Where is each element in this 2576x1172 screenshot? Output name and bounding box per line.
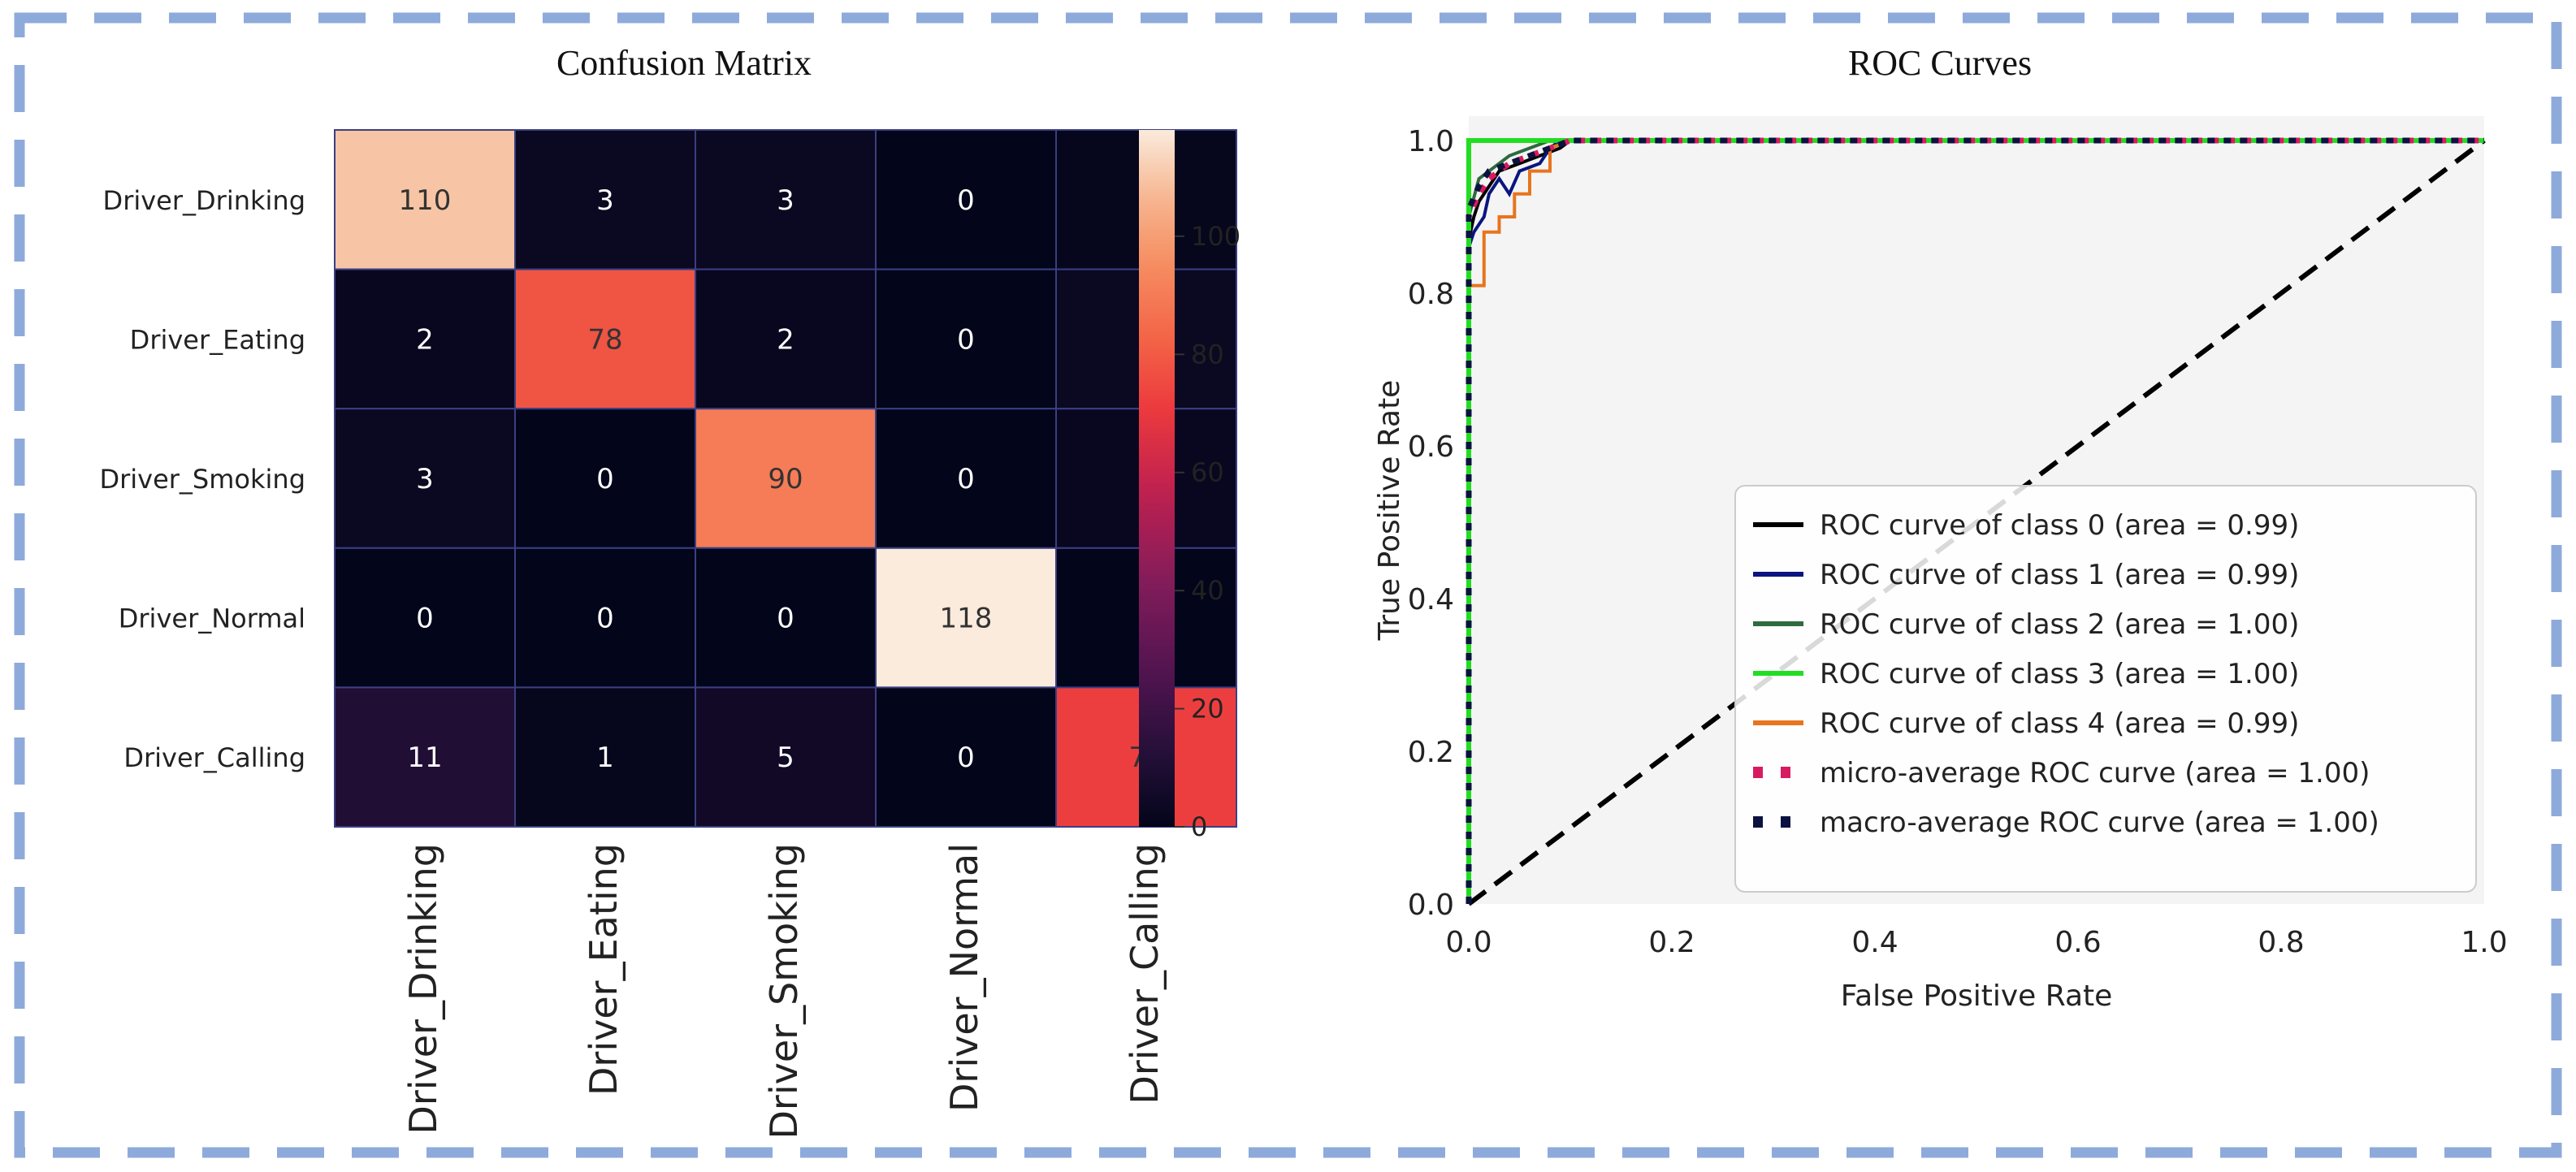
roc-x-tick-label: 0.2 <box>1648 926 1695 959</box>
roc-y-tick-label: 1.0 <box>1408 125 1454 158</box>
heatmap-cell-value: 0 <box>957 742 975 774</box>
heatmap-cell-value: 118 <box>940 603 993 635</box>
roc-series-lines <box>1466 137 2486 906</box>
heatmap-col-label: Driver_Smoking <box>762 843 806 1139</box>
roc-y-tick-label: 0.2 <box>1408 736 1454 769</box>
roc-legend-label: ROC curve of class 4 (area = 0.99) <box>1820 707 2299 740</box>
heatmap-cell-value: 2 <box>416 323 434 356</box>
roc-x-axis-label: False Positive Rate <box>1841 980 2113 1013</box>
roc-y-tick-label: 0.8 <box>1408 278 1454 311</box>
heatmap-cell-value: 5 <box>777 742 794 774</box>
roc-legend-label: macro-average ROC curve (area = 1.00) <box>1820 807 2379 839</box>
heatmap-cell <box>514 268 696 410</box>
heatmap-cell <box>334 547 516 689</box>
colorbar-tick-label: 0 <box>1191 811 1207 842</box>
heatmap-cell-value: 0 <box>416 603 434 635</box>
heatmap-cell-value: 110 <box>399 184 452 217</box>
heatmap-cell <box>514 686 696 828</box>
heatmap-cell <box>514 129 696 270</box>
roc-series-line <box>1466 137 2484 904</box>
roc-x-tick-label: 0.0 <box>1445 926 1491 959</box>
heatmap-col-label: Driver_Calling <box>1123 843 1167 1105</box>
colorbar-tick-label: 60 <box>1191 457 1224 488</box>
roc-title: ROC Curves <box>1848 43 2032 83</box>
roc-x-tick-label: 0.8 <box>2258 926 2304 959</box>
roc-y-tick-label: 0.6 <box>1408 430 1454 464</box>
heatmap-cell <box>875 547 1057 689</box>
heatmap-cell <box>695 547 877 689</box>
heatmap-col-labels: Driver_Drinking Driver_Eating Driver_Smoki… <box>401 843 1167 1139</box>
heatmap-cell <box>695 268 877 410</box>
confusion-matrix-title: Confusion Matrix <box>556 43 812 83</box>
roc-x-tick-label: 1.0 <box>2461 926 2507 959</box>
roc-legend-box <box>1734 485 2477 893</box>
heatmap-cell-value: 0 <box>957 323 975 356</box>
heatmap-row-label: Driver_Calling <box>123 742 305 773</box>
heatmap-cell <box>875 129 1057 270</box>
roc-panel: ROC Curves 0.0 0.2 0.4 0.6 0.8 1.0 0.00.20.40… <box>1373 43 2508 1013</box>
heatmap-row-label: Driver_Eating <box>130 324 305 355</box>
heatmap-cell <box>695 686 877 828</box>
colorbar-tick-label: 100 <box>1191 221 1240 252</box>
roc-legend-label: ROC curve of class 0 (area = 0.99) <box>1820 509 2299 542</box>
heatmap-cell <box>334 686 516 828</box>
roc-y-axis-label: True Positive Rate <box>1373 380 1406 642</box>
heatmap-cell-value: 3 <box>777 184 794 217</box>
heatmap-cell <box>695 408 877 549</box>
heatmap-cells <box>334 129 1237 828</box>
heatmap-cell <box>334 268 516 410</box>
roc-x-tick-labels: 0.0 0.2 0.4 0.6 0.8 1.0 <box>1445 926 2507 959</box>
colorbar-tick-label: 20 <box>1191 694 1224 724</box>
heatmap-row-labels: Driver_Drinking Driver_Eating Driver_Smoki… <box>99 185 305 773</box>
heatmap-cell <box>514 547 696 689</box>
colorbar: 0 20 40 60 80 100 <box>1139 130 1240 842</box>
roc-y-tick-label: 0.0 <box>1408 889 1454 922</box>
heatmap-cell-value: 2 <box>777 323 794 356</box>
heatmap-cell-value: 11 <box>407 742 442 774</box>
roc-y-tick-label: 0.4 <box>1408 583 1454 616</box>
heatmap-cell <box>875 408 1057 549</box>
confusion-matrix-panel: Confusion Matrix 11033012782033090020001… <box>99 43 1240 1139</box>
heatmap-cell-value: 3 <box>416 463 434 495</box>
colorbar-gradient <box>1139 130 1175 827</box>
heatmap-cell-value: 78 <box>587 323 622 356</box>
heatmap-row-label: Driver_Drinking <box>103 185 305 216</box>
heatmap-cell-value: 0 <box>596 463 614 495</box>
dashed-frame-border <box>14 12 2562 1158</box>
colorbar-ticks: 0 20 40 60 80 100 <box>1175 221 1240 842</box>
heatmap-row-label: Driver_Normal <box>119 603 305 634</box>
colorbar-tick-label: 40 <box>1191 575 1224 606</box>
heatmap-col-label: Driver_Eating <box>582 843 626 1096</box>
colorbar-tick-label: 80 <box>1191 339 1224 370</box>
roc-y-tick-labels: 0.0 0.2 0.4 0.6 0.8 1.0 <box>1408 125 1454 922</box>
heatmap-cell-value: 3 <box>596 184 614 217</box>
heatmap-row-label: Driver_Smoking <box>99 464 305 495</box>
roc-legend-label: ROC curve of class 3 (area = 1.00) <box>1820 658 2299 690</box>
heatmap-cell-value: 0 <box>957 463 975 495</box>
heatmap-cell-value: 0 <box>957 184 975 217</box>
roc-legend-label: micro-average ROC curve (area = 1.00) <box>1820 757 2370 789</box>
roc-legend-label: ROC curve of class 1 (area = 0.99) <box>1820 559 2299 591</box>
heatmap-cell <box>334 408 516 549</box>
heatmap-cell-value: 0 <box>777 603 794 635</box>
heatmap-cell <box>695 129 877 270</box>
heatmap-col-label: Driver_Normal <box>942 843 986 1112</box>
heatmap-col-label: Driver_Drinking <box>401 843 445 1135</box>
heatmap-cell <box>875 686 1057 828</box>
roc-series-line <box>1467 139 2484 904</box>
roc-x-tick-label: 0.6 <box>2054 926 2101 959</box>
roc-x-tick-label: 0.4 <box>1851 926 1898 959</box>
heatmap-cell-value: 0 <box>596 603 614 635</box>
roc-legend: ROC curve of class 0 (area = 0.99) ROC cu… <box>1734 485 2477 893</box>
heatmap-cell-value: 90 <box>768 463 803 495</box>
roc-legend-label: ROC curve of class 2 (area = 1.00) <box>1820 608 2299 641</box>
heatmap-cell-value: 1 <box>596 742 614 774</box>
heatmap-cell <box>514 408 696 549</box>
